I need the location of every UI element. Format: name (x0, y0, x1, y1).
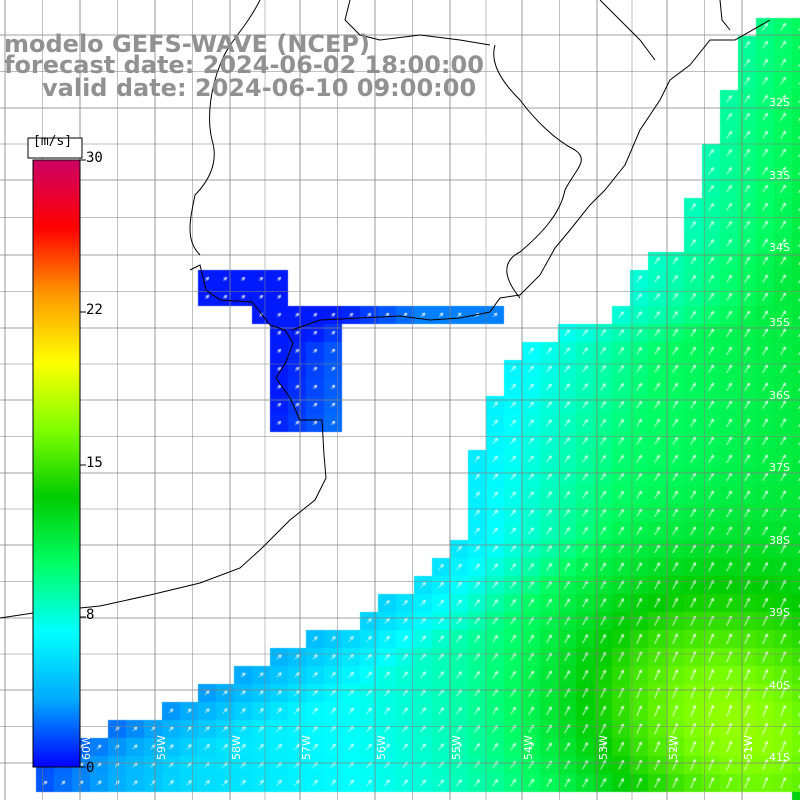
longitude-label: 55W (450, 735, 463, 760)
legend-unit-box (27, 137, 83, 159)
legend-colorbar (32, 159, 81, 768)
longitude-label: 61W (5, 735, 18, 760)
latitude-label: 38S (769, 534, 790, 547)
latitude-label: 34S (769, 241, 790, 254)
latitude-label: 41S (769, 751, 790, 764)
legend-tick-15: 15 (86, 455, 103, 471)
legend-unit-label: [m/s] (33, 134, 73, 149)
legend-tick-22: 22 (86, 302, 103, 318)
longitude-label: 57W (300, 735, 313, 760)
coastline-path (189, 0, 261, 256)
legend-tick-8: 8 (86, 607, 95, 623)
valid-date: valid date: 2024-06-10 09:00:00 (42, 74, 477, 102)
coastline-path (0, 264, 327, 619)
latitude-label: 40S (769, 679, 790, 692)
coastline-path (719, 0, 731, 31)
latitude-label: 37S (769, 461, 790, 474)
longitude-label: 51W (742, 735, 755, 760)
longitude-label: 56W (375, 735, 388, 760)
latitude-label: 32S (769, 96, 790, 109)
forecast-date: forecast date: 2024-06-02 18:00:00 (4, 51, 484, 79)
coastline-path (599, 0, 656, 61)
longitude-label: 60W (80, 735, 93, 760)
legend-tick-30: 30 (86, 150, 103, 166)
latitude-label: 39S (769, 606, 790, 619)
coastline-path (344, 0, 491, 46)
model-title: modelo GEFS-WAVE (NCEP) (4, 30, 370, 58)
longitude-label: 53W (597, 735, 610, 760)
longitude-label: 54W (522, 735, 535, 760)
latitude-label: 33S (769, 169, 790, 182)
longitude-label: 52W (667, 735, 680, 760)
coastline-path (291, 19, 771, 331)
legend-tick-0: 0 (86, 760, 95, 776)
coastline-path (493, 44, 582, 299)
longitude-label: 59W (155, 735, 168, 760)
latitude-label: 36S (769, 389, 790, 402)
longitude-label: 58W (230, 735, 243, 760)
latitude-label: 35S (769, 316, 790, 329)
